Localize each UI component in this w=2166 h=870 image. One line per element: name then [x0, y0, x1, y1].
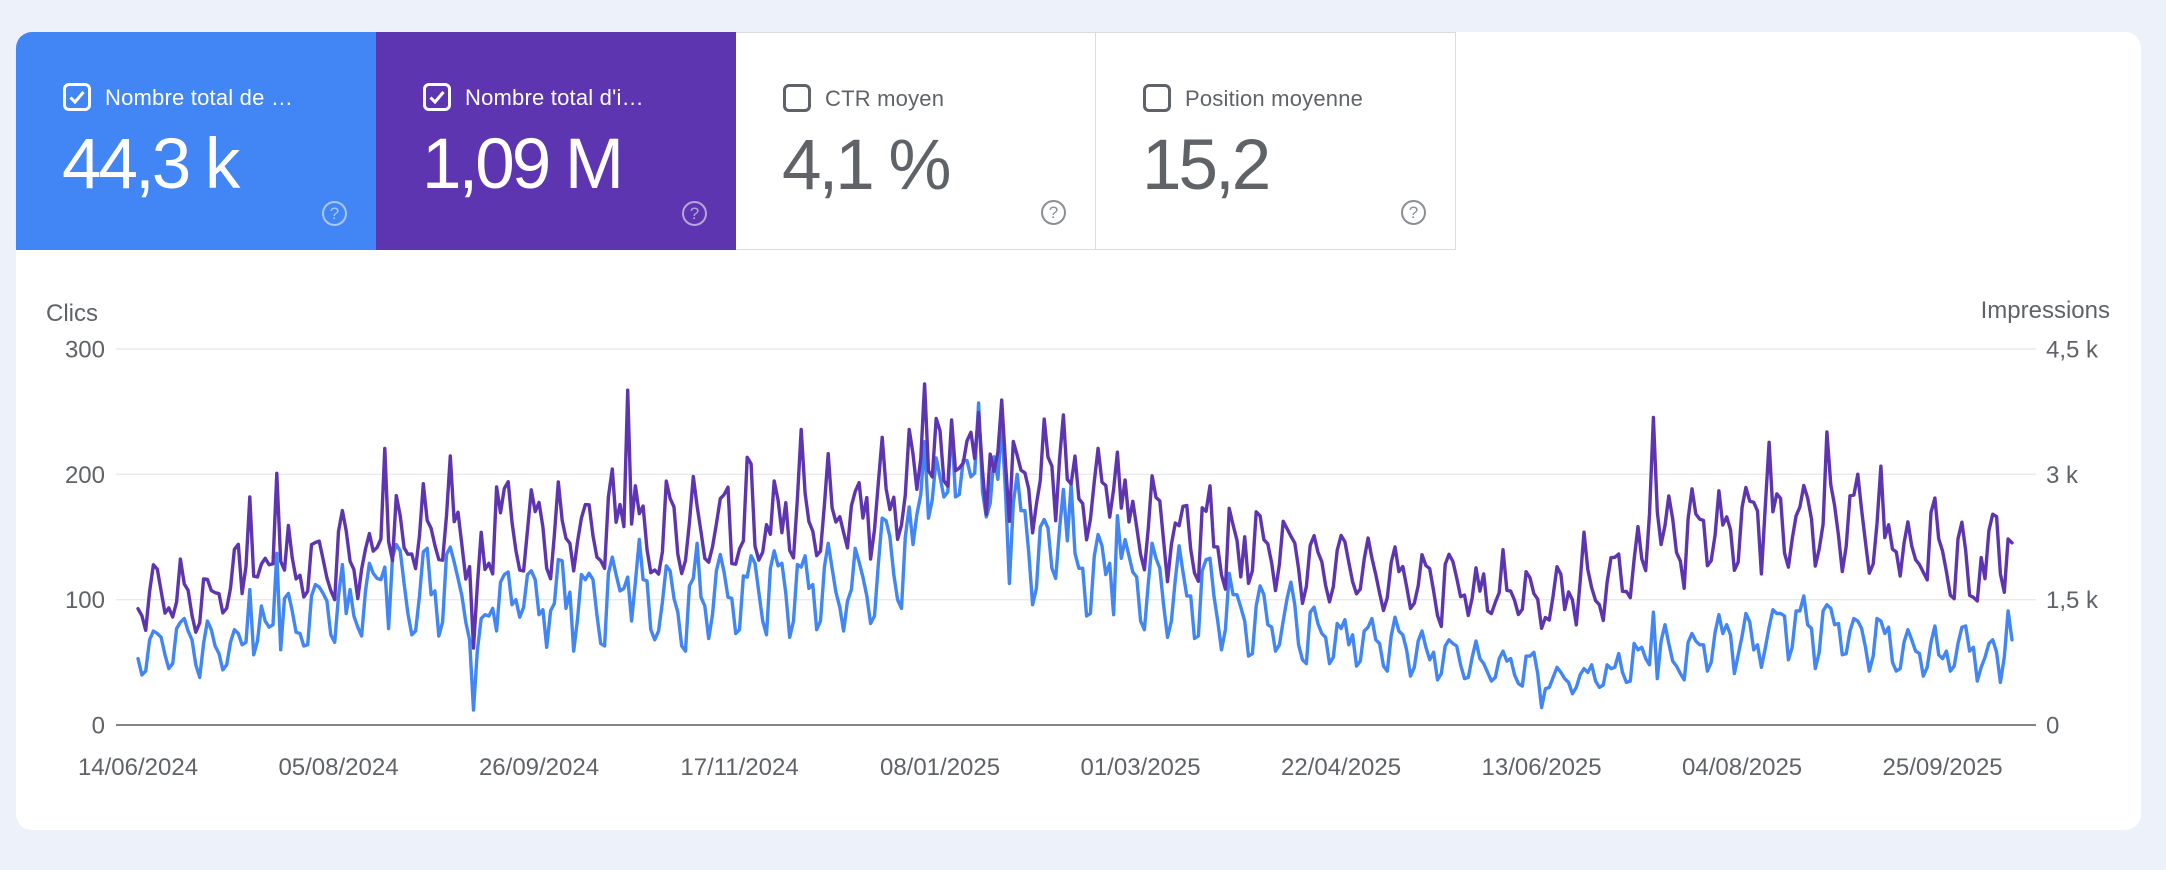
- right-axis-tick-label: 0: [2046, 713, 2059, 740]
- help-icon[interactable]: ?: [1401, 200, 1426, 225]
- x-axis-tick-label: 25/09/2025: [1883, 754, 2003, 781]
- left-axis-tick-label: 0: [92, 713, 105, 740]
- left-axis-tick-label: 300: [65, 337, 105, 364]
- x-axis-tick-label: 05/08/2024: [278, 754, 398, 781]
- left-axis-tick-label: 100: [65, 587, 105, 614]
- card-value-average-position: 15,2: [1142, 126, 1271, 205]
- check-icon: [429, 91, 445, 105]
- series-line-impressions: [136, 382, 2014, 650]
- help-icon[interactable]: ?: [682, 201, 707, 226]
- card-label-total-impressions: Nombre total d'i…: [465, 85, 644, 110]
- right-axis-tick-label: 1,5 k: [2046, 587, 2099, 614]
- x-axis-tick-label: 08/01/2025: [880, 754, 1000, 781]
- help-icon[interactable]: ?: [322, 201, 347, 226]
- x-axis-tick-label: 22/04/2025: [1281, 754, 1401, 781]
- card-label-total-clicks: Nombre total de …: [105, 85, 294, 110]
- metric-cards-row: Nombre total de … 44,3 k ? Nombre total …: [16, 32, 1456, 250]
- checkbox-total-clicks-checked[interactable]: [63, 83, 91, 111]
- x-axis-tick-label: 04/08/2025: [1682, 754, 1802, 781]
- card-average-position[interactable]: Position moyenne 15,2 ?: [1096, 32, 1456, 250]
- x-axis-tick-label: 26/09/2024: [479, 754, 599, 781]
- checkbox-total-impressions-checked[interactable]: [423, 83, 451, 111]
- right-axis-tick-label: 3 k: [2046, 462, 2079, 489]
- card-label-average-ctr: CTR moyen: [825, 86, 945, 111]
- x-axis-tick-label: 14/06/2024: [78, 754, 198, 781]
- card-label-average-position: Position moyenne: [1185, 86, 1364, 111]
- checkbox-average-position-unchecked[interactable]: [1143, 84, 1171, 112]
- card-value-average-ctr: 4,1 %: [782, 126, 952, 205]
- card-average-ctr[interactable]: CTR moyen 4,1 % ?: [736, 32, 1096, 250]
- card-total-impressions[interactable]: Nombre total d'i… 1,09 M ?: [376, 32, 736, 250]
- right-axis-title: Impressions: [1981, 297, 2110, 324]
- card-value-total-impressions: 1,09 M: [422, 125, 624, 204]
- performance-panel: Nombre total de … 44,3 k ? Nombre total …: [16, 32, 2141, 830]
- x-axis-tick-label: 01/03/2025: [1080, 754, 1200, 781]
- left-axis-title: Clics: [46, 300, 98, 327]
- card-value-total-clicks: 44,3 k: [62, 125, 240, 204]
- checkbox-average-ctr-unchecked[interactable]: [783, 84, 811, 112]
- series-line-clicks: [136, 401, 2014, 712]
- help-icon[interactable]: ?: [1041, 200, 1066, 225]
- x-axis-tick-label: 17/11/2024: [680, 754, 798, 781]
- x-axis-tick-label: 13/06/2025: [1482, 754, 1602, 781]
- left-axis-tick-label: 200: [65, 462, 105, 489]
- card-total-clicks[interactable]: Nombre total de … 44,3 k ?: [16, 32, 376, 250]
- right-axis-tick-label: 4,5 k: [2046, 337, 2099, 364]
- check-icon: [69, 91, 85, 105]
